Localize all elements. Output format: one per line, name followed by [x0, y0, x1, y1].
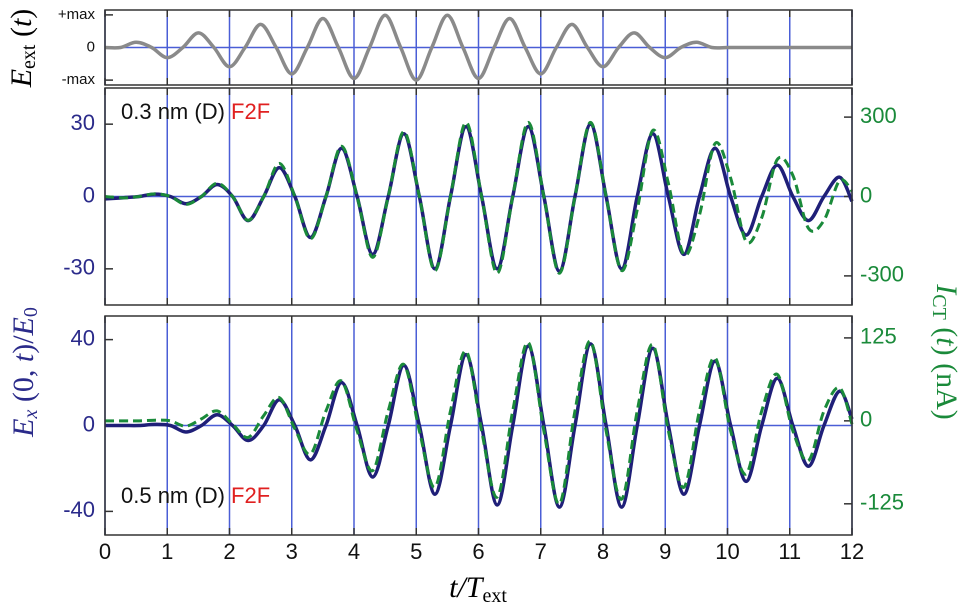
label-part: t/T [449, 571, 485, 604]
x-tick-label: 9 [659, 539, 671, 564]
y2-tick-label: 125 [860, 324, 897, 349]
x-tick-label: 10 [715, 539, 739, 564]
x-tick-label: 4 [348, 539, 360, 564]
label-part: )/ [7, 335, 40, 354]
y-tick-label: -40 [63, 497, 95, 522]
label-part: E [7, 419, 40, 438]
top-y-label: Eext (t) [5, 9, 40, 89]
y-tick-label: -max [62, 71, 96, 88]
left-y-label: Ex (0, t)/E0 [7, 307, 42, 438]
label-part: E [5, 69, 38, 88]
x-tick-label: 0 [99, 539, 111, 564]
x-label: t/Text [449, 571, 507, 607]
series-line [105, 342, 854, 509]
y2-tick-label: 300 [860, 103, 897, 128]
x-tick-label: 5 [410, 539, 422, 564]
label-part: CT [928, 294, 950, 320]
y2-tick-label: -125 [860, 490, 904, 515]
label-part: ( [930, 320, 963, 338]
x-tick-label: 11 [778, 539, 801, 564]
y-tick-label: 0 [87, 38, 95, 55]
label-part: ) [5, 9, 38, 19]
x-tick-label: 3 [286, 539, 298, 564]
label-part: E [7, 317, 40, 336]
label-part: ext [18, 44, 40, 69]
annotation-part: F2F [231, 483, 270, 508]
label-part: I [930, 283, 963, 296]
x-tick-label: 7 [535, 539, 547, 564]
series-line [104, 13, 852, 82]
label-part: t [930, 337, 963, 346]
plot-frame [104, 87, 853, 306]
annotation-part: 0.3 nm (D) [121, 99, 231, 124]
series-line [105, 339, 854, 506]
label-part: ( [5, 27, 38, 45]
y-tick-label: 0 [83, 411, 95, 436]
label-part: ) (nA) [930, 346, 963, 420]
label-part: x [20, 410, 42, 420]
plot-frame [104, 315, 853, 536]
y-tick-label: 30 [71, 110, 95, 135]
label-part: ext [482, 585, 507, 607]
label-part: t [5, 18, 38, 27]
x-tick-label: 2 [223, 539, 235, 564]
plot-frame [104, 9, 853, 86]
annotation: 0.5 nm (D) F2F [121, 483, 270, 508]
series-line [104, 120, 854, 275]
x-tick-label: 6 [472, 539, 484, 564]
label-part: (0, [7, 362, 40, 410]
right-y-label: ICT (t) (nA) [928, 283, 963, 420]
x-tick-label: 1 [161, 539, 173, 564]
x-tick-label: 8 [597, 539, 609, 564]
annotation: 0.3 nm (D) F2F [121, 99, 270, 124]
annotation-part: F2F [231, 99, 270, 124]
y-tick-label: -30 [63, 255, 95, 280]
y-tick-label: 0 [83, 182, 95, 207]
y2-tick-label: 0 [860, 182, 872, 207]
label-part: 0 [20, 307, 42, 317]
y-tick-label: +max [58, 6, 96, 23]
x-tick-label: 12 [840, 539, 864, 564]
y2-tick-label: -300 [860, 262, 904, 287]
annotation-part: 0.5 nm (D) [121, 483, 231, 508]
y2-tick-label: 0 [860, 407, 872, 432]
y-tick-label: 40 [71, 325, 95, 350]
label-part: t [7, 353, 40, 362]
